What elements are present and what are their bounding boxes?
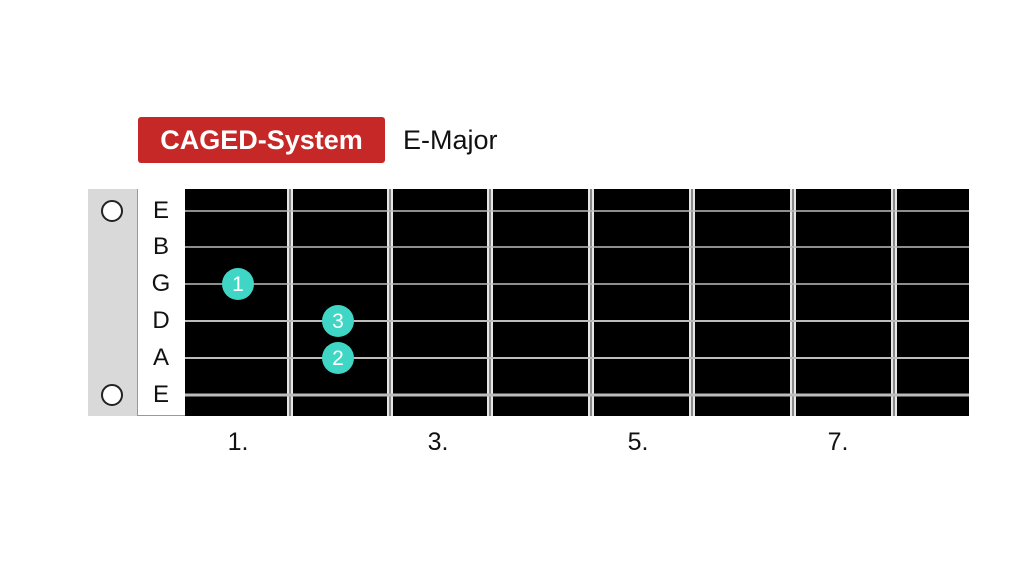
fret-wire-shade-2 — [389, 189, 391, 416]
open-string-circle-icon — [101, 200, 123, 222]
finger-marker-dot — [322, 305, 354, 337]
finger-marker: 1 — [222, 268, 254, 300]
string-label-1: B — [152, 233, 169, 260]
fret-number-label: 5. — [627, 428, 649, 456]
fretboard-background — [185, 189, 969, 416]
open-strings-panel — [88, 189, 137, 416]
fret-number-label: 7. — [827, 428, 849, 456]
caged-system-badge: CAGED-System — [138, 117, 385, 163]
string-label-5: E — [152, 381, 169, 408]
finger-marker-dot — [222, 268, 254, 300]
open-string-circle-icon — [101, 384, 123, 406]
fret-wire-shade-1 — [289, 189, 291, 416]
finger-number: 2 — [332, 347, 344, 370]
finger-number: 3 — [332, 310, 344, 333]
chord-name: E-Major — [403, 125, 498, 155]
fret-number-label: 3. — [427, 428, 449, 456]
string-label-2: G — [151, 270, 171, 297]
fret-wire-shade-6 — [792, 189, 794, 416]
string-label-0: E — [152, 197, 169, 224]
finger-marker: 3 — [322, 305, 354, 337]
string-label-panel — [137, 189, 185, 416]
fret-wire-shade-4 — [590, 189, 592, 416]
string-label-3: D — [152, 307, 170, 334]
finger-number: 1 — [232, 273, 244, 296]
fret-number-label: 1. — [227, 428, 249, 456]
finger-marker: 2 — [322, 342, 354, 374]
fretboard: 1 3 2 — [185, 189, 969, 416]
finger-marker-dot — [322, 342, 354, 374]
string-label-4: A — [152, 344, 169, 371]
fret-wire-shade-3 — [489, 189, 491, 416]
fret-wire-shade-5 — [691, 189, 693, 416]
fret-wire-shade-7 — [893, 189, 895, 416]
